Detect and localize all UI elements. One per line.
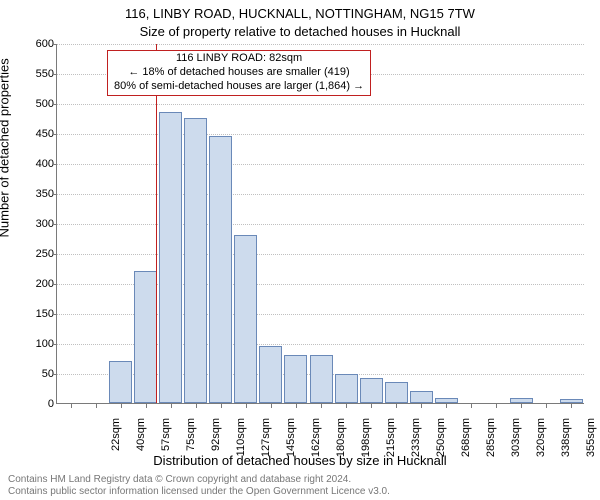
y-tick-label: 200 — [22, 278, 54, 290]
annotation-line: 80% of semi-detached houses are larger (… — [114, 80, 364, 94]
y-tick-mark — [52, 134, 57, 135]
y-tick-mark — [52, 44, 57, 45]
histogram-bar — [109, 361, 132, 403]
histogram-bar — [159, 112, 182, 403]
chart-title-line1: 116, LINBY ROAD, HUCKNALL, NOTTINGHAM, N… — [0, 6, 600, 21]
y-tick-mark — [52, 224, 57, 225]
histogram-bar — [134, 271, 157, 403]
annotation-line: 116 LINBY ROAD: 82sqm — [114, 52, 364, 66]
gridline — [57, 134, 584, 135]
histogram-bar — [259, 346, 282, 403]
y-tick-mark — [52, 314, 57, 315]
gridline — [57, 224, 584, 225]
gridline — [57, 254, 584, 255]
y-tick-label: 250 — [22, 248, 54, 260]
y-tick-label: 150 — [22, 308, 54, 320]
y-axis-ticks: 050100150200250300350400450500550600 — [20, 44, 56, 404]
histogram-bar — [184, 118, 207, 403]
histogram-bar — [234, 235, 257, 403]
y-tick-label: 500 — [22, 98, 54, 110]
histogram-bar — [310, 355, 333, 403]
y-tick-mark — [52, 284, 57, 285]
y-tick-label: 400 — [22, 158, 54, 170]
y-tick-mark — [52, 194, 57, 195]
y-tick-mark — [52, 254, 57, 255]
y-tick-label: 600 — [22, 38, 54, 50]
plot-area: 116 LINBY ROAD: 82sqm← 18% of detached h… — [56, 44, 584, 404]
y-tick-mark — [52, 164, 57, 165]
annotation-box: 116 LINBY ROAD: 82sqm← 18% of detached h… — [107, 50, 371, 96]
y-tick-label: 550 — [22, 68, 54, 80]
histogram-bar — [335, 374, 358, 403]
y-tick-label: 350 — [22, 188, 54, 200]
gridline — [57, 44, 584, 45]
histogram-bar — [385, 382, 408, 403]
gridline — [57, 104, 584, 105]
gridline — [57, 164, 584, 165]
y-tick-label: 50 — [22, 368, 54, 380]
y-axis-label: Number of detached properties — [0, 58, 12, 237]
y-tick-mark — [52, 374, 57, 375]
histogram-bar — [360, 378, 383, 403]
x-axis-ticks: 22sqm40sqm57sqm75sqm92sqm110sqm127sqm145… — [56, 404, 584, 454]
chart-title-line2: Size of property relative to detached ho… — [0, 24, 600, 39]
gridline — [57, 194, 584, 195]
footer-line1: Contains HM Land Registry data © Crown c… — [8, 474, 592, 486]
histogram-bar — [284, 355, 307, 403]
histogram-bar — [410, 391, 433, 403]
y-tick-label: 0 — [22, 398, 54, 410]
attribution-footer: Contains HM Land Registry data © Crown c… — [8, 474, 592, 498]
y-tick-label: 100 — [22, 338, 54, 350]
annotation-line: ← 18% of detached houses are smaller (41… — [114, 66, 364, 80]
y-tick-mark — [52, 74, 57, 75]
chart-container: 116, LINBY ROAD, HUCKNALL, NOTTINGHAM, N… — [0, 0, 600, 500]
y-tick-label: 450 — [22, 128, 54, 140]
y-tick-mark — [52, 344, 57, 345]
histogram-bar — [209, 136, 232, 403]
y-tick-label: 300 — [22, 218, 54, 230]
y-tick-mark — [52, 104, 57, 105]
x-axis-label: Distribution of detached houses by size … — [0, 453, 600, 468]
footer-line2: Contains public sector information licen… — [8, 486, 592, 498]
reference-line — [156, 44, 157, 403]
